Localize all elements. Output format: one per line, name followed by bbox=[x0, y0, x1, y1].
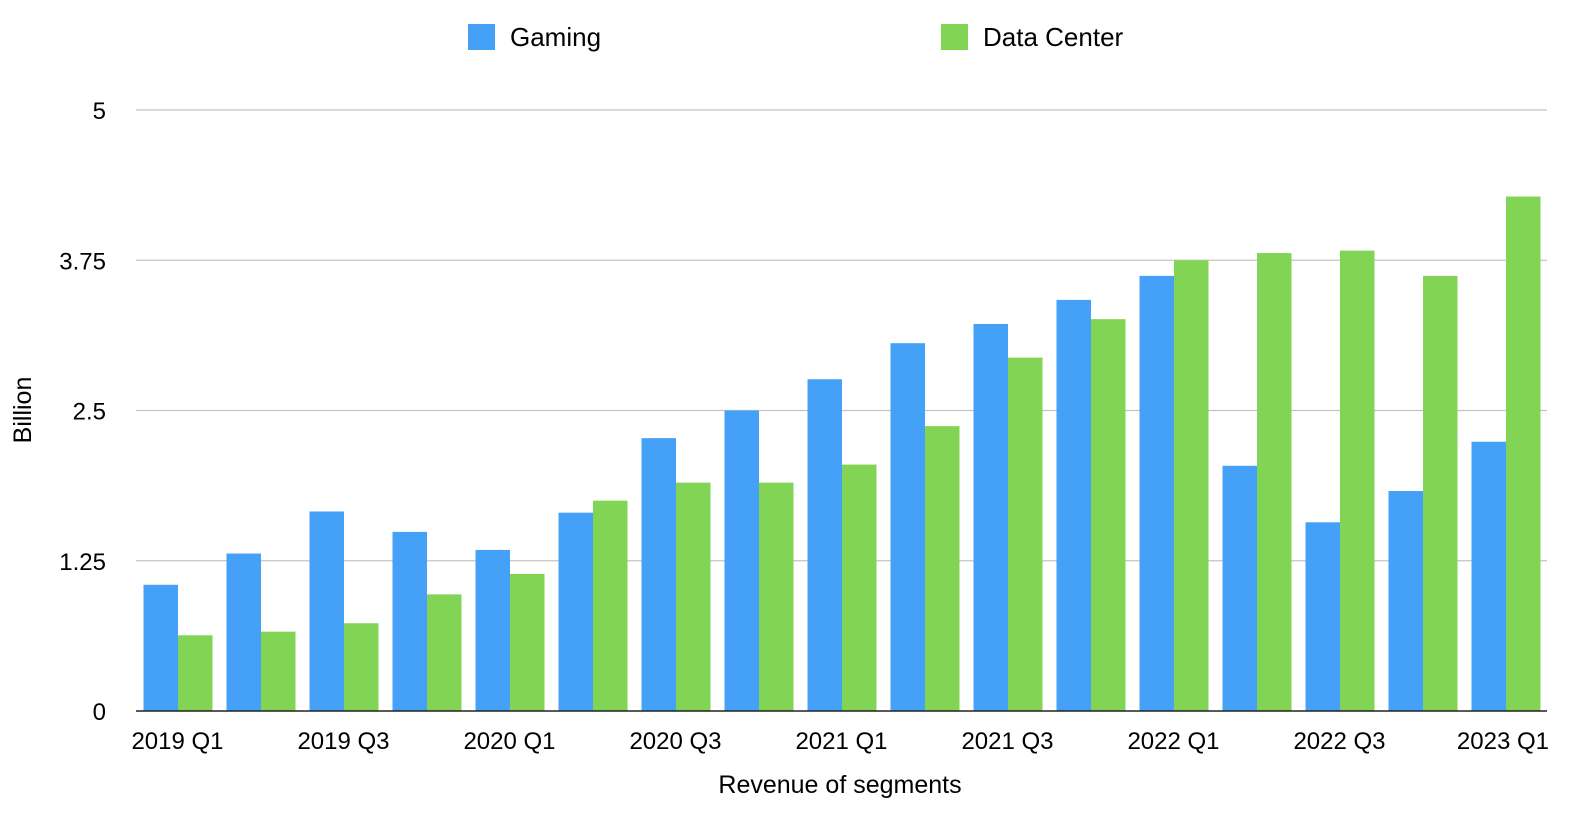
bar-data-center bbox=[510, 573, 545, 711]
bar-data-center bbox=[1091, 319, 1126, 711]
x-axis-ticks: 2019 Q1 2019 Q3 2020 Q1 2020 Q3 2021 Q1 2021 … bbox=[131, 728, 1549, 755]
bars bbox=[136, 196, 1547, 712]
bar-gaming bbox=[1471, 441, 1506, 711]
bar-gaming bbox=[1305, 522, 1340, 711]
bar-data-center bbox=[1340, 250, 1375, 711]
bar-data-center bbox=[759, 482, 794, 711]
legend-swatch bbox=[941, 24, 968, 50]
y-tick-label: 2.5 bbox=[73, 399, 106, 426]
bar-data-center bbox=[842, 464, 877, 711]
y-axis-title: Billion bbox=[9, 377, 37, 444]
bar-gaming bbox=[1222, 465, 1257, 711]
x-tick-label: 2021 Q3 bbox=[961, 728, 1053, 755]
bar-data-center bbox=[925, 426, 960, 711]
x-tick-label: 2019 Q1 bbox=[131, 728, 223, 755]
bar-data-center bbox=[178, 635, 213, 711]
legend-item-gaming: Gaming bbox=[468, 22, 601, 52]
y-axis-ticks: 0 1.25 2.5 3.75 5 bbox=[59, 98, 106, 726]
x-tick-label: 2021 Q1 bbox=[795, 728, 887, 755]
bar-gaming bbox=[1388, 491, 1423, 711]
bar-data-center bbox=[261, 631, 296, 711]
x-tick-label: 2019 Q3 bbox=[297, 728, 389, 755]
bar-data-center bbox=[676, 482, 711, 711]
x-tick-label: 2020 Q3 bbox=[629, 728, 721, 755]
bar-gaming bbox=[807, 379, 842, 711]
bar-data-center bbox=[593, 500, 628, 711]
bar-gaming bbox=[558, 512, 593, 711]
legend-label: Gaming bbox=[510, 22, 601, 52]
bar-gaming bbox=[641, 438, 676, 711]
bar-data-center bbox=[1257, 253, 1292, 711]
legend-item-data-center: Data Center bbox=[941, 22, 1124, 52]
y-tick-label: 5 bbox=[93, 98, 106, 125]
bar-data-center bbox=[1008, 357, 1043, 711]
x-tick-label: 2020 Q1 bbox=[463, 728, 555, 755]
legend-label: Data Center bbox=[983, 22, 1124, 52]
bar-data-center bbox=[1506, 196, 1541, 711]
bar-gaming bbox=[226, 553, 261, 711]
y-tick-label: 3.75 bbox=[59, 248, 106, 275]
y-tick-label: 1.25 bbox=[59, 549, 106, 576]
bar-gaming bbox=[309, 511, 344, 711]
bar-data-center bbox=[1423, 275, 1458, 711]
legend: Gaming Data Center bbox=[468, 22, 1124, 52]
bar-gaming bbox=[1056, 299, 1091, 711]
bar-data-center bbox=[344, 623, 379, 711]
bar-gaming bbox=[475, 549, 510, 711]
bar-gaming bbox=[143, 584, 178, 711]
bar-gaming bbox=[1139, 275, 1174, 711]
x-axis-title: Revenue of segments bbox=[718, 771, 961, 799]
y-tick-label: 0 bbox=[93, 699, 106, 726]
legend-swatch bbox=[468, 24, 495, 50]
bar-gaming bbox=[724, 410, 759, 711]
x-tick-label: 2022 Q1 bbox=[1127, 728, 1219, 755]
bar-gaming bbox=[973, 323, 1008, 711]
x-tick-label: 2022 Q3 bbox=[1293, 728, 1385, 755]
bar-gaming bbox=[890, 343, 925, 711]
x-tick-label: 2023 Q1 bbox=[1457, 728, 1549, 755]
bar-gaming bbox=[392, 531, 427, 711]
bar-data-center bbox=[1174, 260, 1209, 711]
bar-data-center bbox=[427, 594, 462, 711]
